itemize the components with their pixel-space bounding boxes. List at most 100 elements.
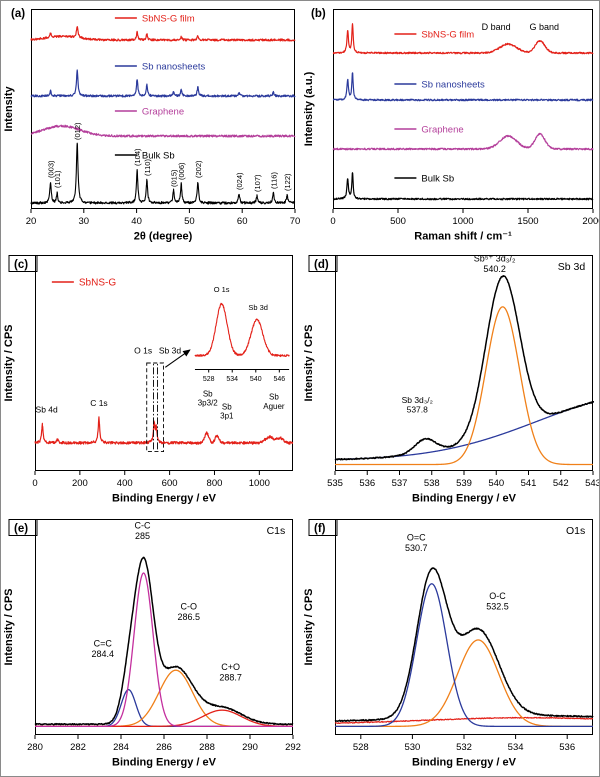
svg-text:Intensity: Intensity	[3, 86, 15, 132]
svg-text:543: 543	[585, 478, 600, 489]
svg-text:(006): (006)	[177, 162, 186, 180]
svg-text:Sb 3d: Sb 3d	[159, 345, 181, 355]
svg-text:1500: 1500	[517, 216, 538, 227]
svg-text:540: 540	[488, 478, 504, 489]
svg-text:2000: 2000	[582, 216, 600, 227]
svg-text:Sb nanosheets: Sb nanosheets	[421, 80, 485, 91]
svg-text:292: 292	[285, 742, 301, 753]
svg-text:C 1s: C 1s	[90, 398, 107, 408]
svg-text:Sb 3d: Sb 3d	[558, 261, 586, 273]
svg-text:540: 540	[250, 376, 262, 383]
svg-text:(116): (116)	[269, 172, 278, 189]
panel-e-c1s-chart: 280 282 284 286 288 290 292 Binding Energy / eV…	[3, 519, 301, 769]
svg-text:282: 282	[70, 742, 86, 753]
svg-text:(a): (a)	[11, 8, 25, 20]
svg-text:Sb 4d: Sb 4d	[36, 405, 58, 415]
svg-text:288: 288	[199, 742, 215, 753]
panel-f-o1s-chart: 528 530 532 534 536 Binding Energy / eV Intens…	[303, 519, 594, 769]
svg-text:Intensity (a.u.): Intensity (a.u.)	[303, 71, 315, 146]
svg-text:Bulk Sb: Bulk Sb	[421, 174, 454, 185]
svg-text:600: 600	[162, 478, 178, 489]
svg-text:290: 290	[242, 742, 258, 753]
svg-text:534: 534	[226, 376, 238, 383]
svg-text:1000: 1000	[249, 478, 270, 489]
svg-text:O 1s: O 1s	[134, 345, 152, 355]
svg-text:40: 40	[131, 216, 142, 227]
svg-text:(101): (101)	[53, 170, 62, 188]
svg-text:Binding Energy / eV: Binding Energy / eV	[412, 757, 517, 769]
svg-text:286: 286	[156, 742, 172, 753]
svg-text:30: 30	[79, 216, 90, 227]
svg-text:(122): (122)	[283, 173, 292, 191]
svg-text:538: 538	[424, 478, 440, 489]
svg-text:(024): (024)	[235, 172, 244, 190]
svg-text:Intensity / CPS: Intensity / CPS	[303, 324, 315, 401]
svg-text:537: 537	[392, 478, 408, 489]
panel-c-xps-survey-chart: 0 200 400 600 800 1000 Binding Energy / eV Inte…	[3, 255, 294, 505]
svg-text:532: 532	[456, 742, 472, 753]
svg-text:500: 500	[390, 216, 406, 227]
svg-text:1000: 1000	[452, 216, 473, 227]
svg-text:(110): (110)	[143, 159, 152, 176]
svg-text:536: 536	[559, 742, 575, 753]
svg-text:(104): (104)	[133, 148, 142, 166]
svg-text:SbNS-G: SbNS-G	[79, 278, 116, 289]
svg-text:535: 535	[327, 478, 343, 489]
svg-text:G band: G band	[529, 22, 559, 32]
svg-text:284: 284	[113, 742, 129, 753]
svg-text:(012): (012)	[73, 122, 82, 140]
svg-text:(015): (015)	[170, 169, 179, 187]
svg-text:(f): (f)	[314, 523, 326, 535]
svg-text:Sb nanosheets: Sb nanosheets	[142, 62, 206, 73]
svg-text:20: 20	[26, 216, 37, 227]
svg-text:Intensity / CPS: Intensity / CPS	[3, 324, 15, 401]
svg-text:SbNS-G film: SbNS-G film	[142, 14, 195, 25]
svg-text:Intensity / CPS: Intensity / CPS	[3, 588, 15, 665]
svg-text:534: 534	[508, 742, 524, 753]
svg-text:2θ (degree): 2θ (degree)	[134, 231, 193, 243]
svg-text:D band: D band	[482, 22, 511, 32]
svg-text:O1s: O1s	[566, 525, 585, 537]
svg-text:528: 528	[353, 742, 369, 753]
svg-text:280: 280	[27, 742, 43, 753]
svg-text:539: 539	[456, 478, 472, 489]
svg-text:Sb 3d: Sb 3d	[248, 303, 268, 312]
svg-text:Raman shift / cm⁻¹: Raman shift / cm⁻¹	[414, 231, 512, 243]
svg-text:70: 70	[290, 216, 301, 227]
svg-text:Intensity / CPS: Intensity / CPS	[303, 588, 315, 665]
svg-text:(b): (b)	[311, 8, 326, 20]
svg-text:530: 530	[404, 742, 420, 753]
svg-text:Binding Energy / eV: Binding Energy / eV	[412, 493, 517, 505]
svg-text:542: 542	[553, 478, 569, 489]
svg-text:C1s: C1s	[267, 525, 286, 537]
panel-b-raman-chart: 0 500 1000 1500 2000 Raman shift / cm⁻¹ Intens…	[303, 8, 600, 243]
svg-text:800: 800	[207, 478, 223, 489]
svg-text:Binding Energy / eV: Binding Energy / eV	[112, 757, 217, 769]
svg-text:400: 400	[117, 478, 133, 489]
svg-text:(202): (202)	[194, 160, 203, 178]
svg-text:200: 200	[72, 478, 88, 489]
svg-text:0: 0	[32, 478, 37, 489]
svg-text:(d): (d)	[314, 259, 329, 271]
svg-text:50: 50	[184, 216, 195, 227]
svg-text:541: 541	[521, 478, 537, 489]
svg-text:Bulk Sb: Bulk Sb	[142, 151, 175, 162]
svg-text:(003): (003)	[47, 160, 56, 178]
svg-text:536: 536	[359, 478, 375, 489]
svg-text:0: 0	[330, 216, 335, 227]
svg-text:(e): (e)	[14, 523, 28, 535]
svg-text:(107): (107)	[253, 174, 262, 192]
svg-text:Binding Energy / eV: Binding Energy / eV	[112, 493, 217, 505]
svg-text:546: 546	[273, 376, 285, 383]
svg-text:Graphene: Graphene	[421, 125, 463, 136]
